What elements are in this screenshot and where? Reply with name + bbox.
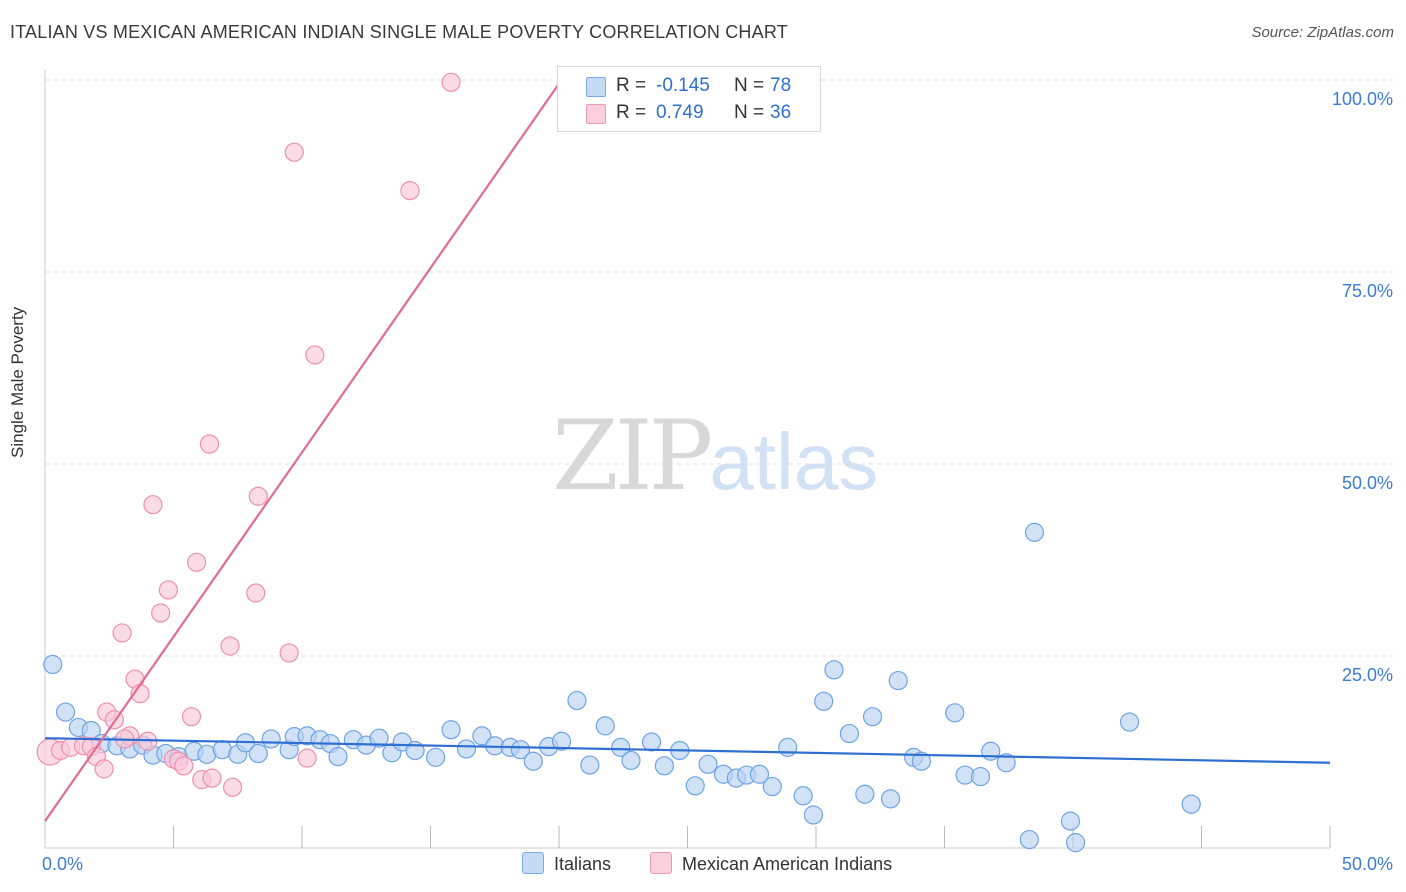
point-mexican (220, 636, 240, 656)
point-mexican (151, 603, 171, 623)
point-italians (1019, 829, 1039, 850)
point-mexican (143, 495, 163, 515)
watermark-zip: ZIP (552, 400, 713, 512)
point-italians (523, 751, 543, 771)
bottom-legend-label-italians: Italians (554, 854, 612, 874)
bottom-legend-swatch-mexican (650, 852, 672, 874)
point-mexican (112, 623, 132, 643)
point-mexican (223, 777, 243, 797)
x-tick-label: 0.0% (42, 854, 83, 874)
point-italians (1181, 794, 1201, 814)
point-italians (580, 755, 600, 775)
point-italians (621, 750, 641, 771)
legend-r-value: -0.145 (656, 75, 710, 96)
point-italians (595, 716, 615, 736)
point-italians (945, 703, 965, 723)
point-italians (510, 740, 531, 760)
point-italians (426, 747, 446, 767)
bottom-legend-swatch-italians (522, 852, 544, 874)
point-italians (996, 753, 1016, 773)
bottom-legend-label-mexican: Mexican American Indians (682, 854, 893, 874)
point-italians (1065, 833, 1086, 853)
point-italians (793, 786, 813, 806)
point-italians (981, 741, 1001, 761)
watermark-atlas: atlas (709, 417, 879, 506)
point-italians (803, 805, 824, 825)
point-italians (685, 776, 705, 796)
point-mexican (297, 748, 317, 768)
point-italians (43, 654, 63, 675)
point-italians (55, 702, 76, 722)
point-italians (814, 691, 834, 711)
point-italians (567, 690, 587, 711)
point-mexican (181, 707, 202, 727)
trend-line-mexican (44, 79, 563, 822)
y-tick-label: 75.0% (1342, 281, 1393, 301)
point-italians (1024, 522, 1045, 542)
point-italians (762, 776, 782, 797)
point-italians (654, 756, 674, 776)
y-tick-label: 100.0% (1332, 89, 1393, 109)
point-italians (778, 737, 798, 757)
point-italians (456, 739, 477, 759)
legend-n-value: 78 (770, 75, 792, 96)
point-mexican (94, 759, 114, 779)
legend-n-value: 36 (770, 102, 792, 123)
point-italians (824, 660, 844, 680)
point-mexican (284, 142, 304, 162)
point-italians (1060, 811, 1081, 831)
point-mexican (158, 580, 178, 600)
point-italians (839, 723, 860, 744)
legend-box: R = -0.145 N = 78 R = 0.749 N = 36 (557, 66, 821, 132)
watermark: ZIPatlas (552, 400, 878, 512)
y-axis-label: Single Male Poverty (8, 306, 27, 458)
point-italians (1119, 712, 1140, 732)
point-italians (970, 766, 991, 787)
point-italians (441, 720, 461, 740)
point-mexican (246, 583, 266, 603)
bottom-legend-mexican: Mexican American Indians (650, 852, 892, 875)
bottom-legend-italians: Italians (522, 852, 611, 875)
legend-swatch-italians (586, 77, 606, 97)
point-mexican (279, 643, 299, 663)
point-italians (551, 731, 572, 751)
point-italians (611, 737, 631, 757)
point-italians (369, 728, 389, 748)
point-mexican (202, 768, 222, 788)
point-mexican (400, 180, 420, 201)
point-italians (261, 729, 281, 749)
legend-swatch-mexican (586, 104, 606, 124)
point-italians (698, 754, 718, 774)
chart-title: ITALIAN VS MEXICAN AMERICAN INDIAN SINGL… (10, 22, 788, 42)
point-mexican (441, 72, 461, 92)
point-italians (888, 670, 908, 691)
point-italians (855, 784, 875, 804)
legend-n-label: N = (734, 102, 765, 123)
legend-r-label: R = (616, 75, 647, 96)
point-italians (880, 789, 901, 809)
point-italians (472, 726, 492, 746)
point-italians (749, 764, 770, 784)
point-italians (641, 732, 662, 752)
legend-n-label: N = (734, 75, 765, 96)
source-label: Source: ZipAtlas.com (1251, 24, 1394, 41)
point-mexican (248, 486, 268, 506)
y-tick-label: 50.0% (1342, 473, 1393, 493)
point-mexican (174, 756, 194, 776)
x-tick-label: 50.0% (1342, 854, 1393, 874)
point-mexican (305, 345, 325, 365)
point-italians (248, 743, 268, 764)
point-mexican (187, 552, 207, 572)
trend-line-italians (44, 737, 1331, 764)
y-tick-label: 25.0% (1342, 665, 1393, 685)
point-italians (911, 751, 931, 771)
point-italians (862, 707, 883, 727)
point-mexican (199, 434, 220, 454)
legend-r-label: R = (616, 102, 647, 123)
legend-r-value: 0.749 (656, 102, 704, 123)
point-italians (328, 747, 348, 767)
